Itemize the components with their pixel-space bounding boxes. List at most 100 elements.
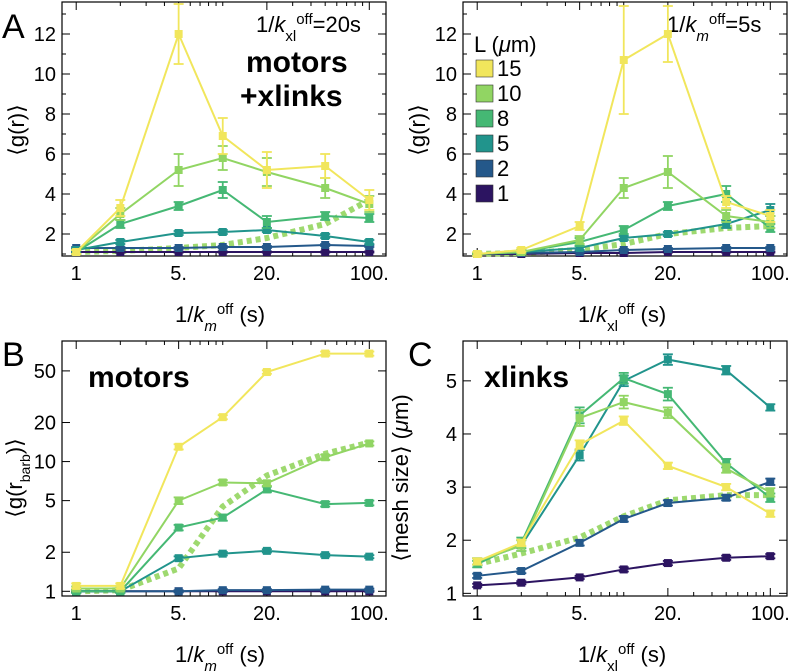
data-point — [663, 499, 672, 508]
c-annotation: xlinks — [484, 361, 569, 394]
data-point — [575, 440, 584, 449]
x-tick-label: 100. — [350, 263, 389, 285]
c-ylabel: ⟨mesh size⟩ (μm) — [388, 394, 413, 561]
legend-label: 15 — [497, 56, 521, 81]
data-point — [321, 551, 330, 560]
data-point — [262, 546, 271, 555]
data-point — [663, 390, 672, 399]
data-point — [663, 355, 672, 364]
data-point — [517, 246, 526, 254]
x-tick-label: 100. — [350, 603, 389, 625]
series-15 — [71, 3, 375, 256]
data-point — [663, 559, 672, 568]
x-tick-label: 1 — [472, 263, 483, 285]
c-xlabel: 1/kxloff (s) — [578, 641, 666, 671]
legend-swatch — [475, 109, 494, 128]
data-point — [575, 538, 584, 547]
data-point — [473, 581, 482, 590]
data-point — [262, 166, 271, 174]
data-point — [174, 30, 183, 38]
x-tick-label: 5. — [571, 603, 588, 625]
y-tick-label: 20 — [34, 413, 56, 435]
data-point — [619, 374, 628, 383]
data-point — [619, 416, 628, 425]
data-point — [72, 248, 81, 256]
x-tick-label: 5. — [170, 603, 187, 625]
y-tick-label: 2 — [446, 224, 457, 246]
data-point — [218, 186, 227, 194]
chart-b: 1 5. 20. 100. 1 2 5 10 20 50 — [34, 340, 389, 625]
data-point — [116, 220, 125, 228]
chart-a-left: 1 5. 20. 100. 2 4 6 8 10 12 — [34, 1, 389, 285]
series-8 — [71, 485, 375, 596]
data-point — [262, 586, 271, 595]
y-tick-label: 12 — [435, 24, 457, 46]
panel-letter-c: C — [408, 336, 433, 374]
data-point — [619, 184, 628, 192]
data-point — [766, 244, 775, 252]
data-point — [575, 244, 584, 252]
x-tick-label: 20. — [253, 603, 281, 625]
legend-swatch — [475, 84, 494, 103]
data-point — [116, 581, 125, 590]
x-tick-label: 5. — [571, 263, 588, 285]
data-point — [262, 368, 271, 377]
a-left-annotation-line2: +xlinks — [240, 80, 343, 113]
data-point — [174, 523, 183, 532]
data-point — [218, 549, 227, 558]
legend-swatch — [475, 134, 494, 153]
data-point — [619, 514, 628, 523]
b-annotation: motors — [88, 361, 190, 394]
y-tick-label: 10 — [34, 452, 56, 474]
data-point — [174, 244, 183, 252]
data-point — [619, 565, 628, 574]
data-point — [174, 229, 183, 237]
data-point — [663, 245, 672, 253]
data-point — [218, 413, 227, 422]
x-tick-label: 1 — [472, 603, 483, 625]
data-point — [619, 56, 628, 64]
y-tick-label: 4 — [45, 184, 56, 206]
y-tick-label: 3 — [446, 477, 457, 499]
legend-label: 2 — [497, 156, 509, 181]
data-point — [517, 578, 526, 587]
data-point — [365, 214, 374, 222]
data-point — [663, 168, 672, 176]
data-point — [321, 162, 330, 170]
y-tick-label: 8 — [45, 104, 56, 126]
data-point — [473, 571, 482, 580]
a-right-xlabel: 1/kxloff (s) — [578, 301, 666, 335]
legend-label: 1 — [497, 181, 509, 206]
series-8 — [71, 181, 375, 256]
x-tick-label: 100. — [751, 603, 790, 625]
y-tick-label: 1 — [45, 581, 56, 603]
data-point — [321, 585, 330, 594]
legend-swatch — [475, 159, 494, 178]
y-tick-label: 5 — [446, 371, 457, 393]
y-tick-label: 4 — [446, 424, 457, 446]
y-tick-label: 10 — [34, 64, 56, 86]
data-point — [766, 488, 775, 497]
data-point — [575, 451, 584, 460]
data-point — [766, 477, 775, 486]
series-15 — [472, 415, 776, 566]
y-tick-label: 5 — [45, 491, 56, 513]
data-point — [321, 453, 330, 462]
data-point — [321, 241, 330, 249]
data-point — [116, 204, 125, 212]
data-point — [321, 500, 330, 509]
x-tick-label: 1 — [71, 603, 82, 625]
data-point — [365, 349, 374, 358]
y-tick-label: 50 — [34, 361, 56, 383]
data-point — [262, 248, 271, 256]
b-ylabel: ⟨g(rbarb)⟩ — [2, 438, 33, 517]
data-point — [766, 403, 775, 412]
legend-swatch — [475, 59, 494, 78]
legend-label: 5 — [497, 131, 509, 156]
data-point — [766, 493, 775, 502]
b-xlabel: 1/kmoff (s) — [175, 641, 265, 671]
plot-frame — [61, 340, 387, 597]
